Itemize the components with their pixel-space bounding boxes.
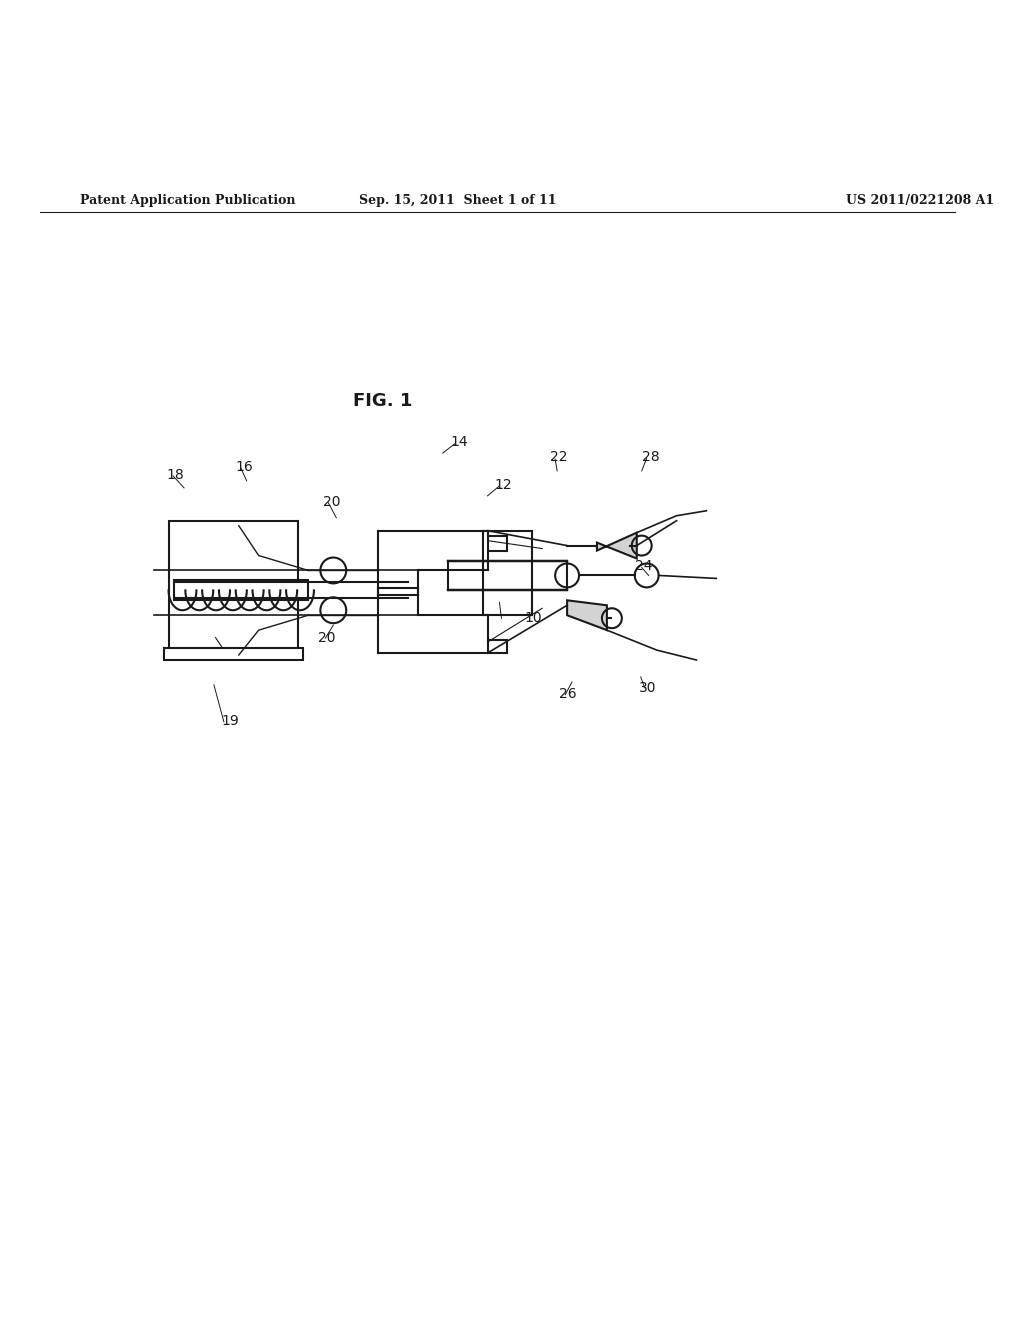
Text: 19: 19 (222, 714, 240, 727)
Text: 24: 24 (635, 560, 652, 573)
Text: Patent Application Publication: Patent Application Publication (80, 194, 295, 207)
Bar (169, 520, 298, 649)
Bar (164, 648, 303, 660)
Bar (174, 581, 308, 601)
Text: US 2011/0221208 A1: US 2011/0221208 A1 (846, 194, 994, 207)
Text: Sep. 15, 2011  Sheet 1 of 11: Sep. 15, 2011 Sheet 1 of 11 (358, 194, 556, 207)
Text: 22: 22 (550, 450, 567, 465)
Polygon shape (567, 601, 607, 630)
Text: 18: 18 (166, 467, 184, 482)
Text: 14: 14 (451, 436, 468, 449)
Text: 10: 10 (524, 611, 542, 626)
Text: 16: 16 (236, 459, 254, 474)
Text: 28: 28 (642, 450, 659, 465)
Text: 12: 12 (495, 478, 512, 492)
Text: 20: 20 (318, 631, 336, 645)
Text: 26: 26 (559, 686, 577, 701)
Polygon shape (597, 533, 637, 558)
Text: 20: 20 (324, 495, 341, 508)
Text: 30: 30 (639, 681, 656, 694)
Text: FIG. 1: FIG. 1 (353, 392, 413, 411)
